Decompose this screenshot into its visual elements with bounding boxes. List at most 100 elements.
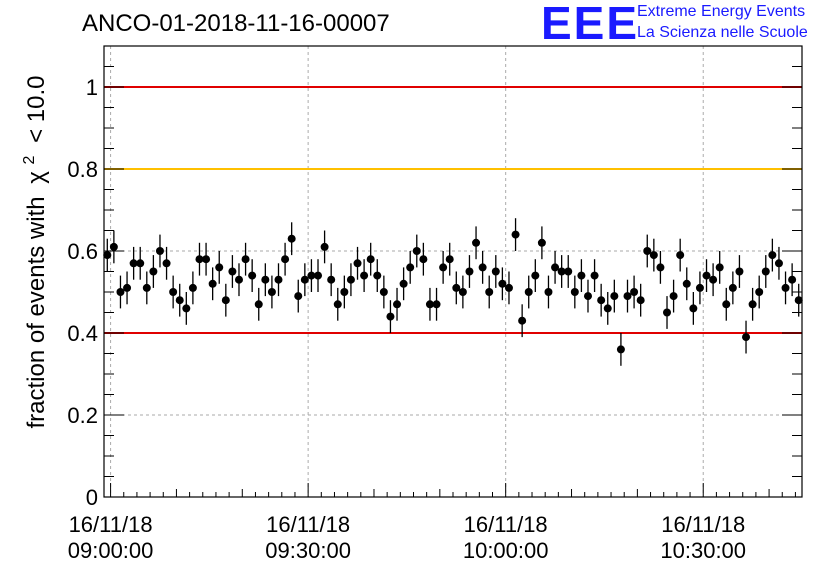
y-tick-label: 0 — [86, 485, 98, 510]
data-point — [419, 242, 428, 276]
data-point — [788, 263, 797, 297]
data-point — [551, 251, 560, 284]
data-marker — [643, 247, 652, 255]
data-point — [616, 333, 625, 366]
data-point — [274, 263, 283, 297]
data-marker — [129, 259, 138, 268]
data-marker — [748, 300, 757, 309]
data-marker — [419, 255, 428, 264]
data-point — [353, 246, 362, 280]
data-point — [669, 279, 678, 313]
data-marker — [327, 275, 336, 284]
eee-logo: EEE — [541, 0, 640, 49]
data-marker — [274, 275, 283, 284]
data-point — [518, 304, 527, 338]
data-point — [116, 275, 125, 309]
data-marker — [781, 283, 790, 292]
x-tick-label-date: 16/11/18 — [464, 512, 548, 537]
data-point — [267, 275, 276, 309]
data-point — [241, 242, 250, 276]
data-point — [761, 255, 770, 288]
data-marker — [689, 304, 698, 313]
data-point — [676, 238, 685, 272]
y-axis-label: fraction of events with χ 2 < 10.0 — [13, 75, 50, 428]
x-tick-label-time: 10:30:00 — [660, 538, 746, 563]
data-marker — [722, 300, 731, 309]
data-marker — [695, 283, 704, 292]
data-marker — [458, 288, 467, 296]
data-marker — [208, 279, 217, 288]
axis-ticks: 00.20.40.60.8116/11/1809:00:0016/11/1809… — [67, 45, 802, 563]
data-marker — [248, 271, 257, 280]
data-point — [254, 287, 263, 321]
data-marker — [656, 263, 665, 272]
data-marker — [353, 259, 362, 268]
data-point — [129, 246, 138, 280]
data-marker — [663, 308, 672, 317]
data-point — [215, 251, 224, 284]
data-point — [175, 283, 184, 317]
data-marker — [307, 271, 316, 280]
data-point — [649, 238, 658, 272]
data-point — [590, 259, 599, 292]
data-point — [162, 246, 171, 280]
x-tick-label-date: 16/11/18 — [266, 512, 350, 537]
data-point — [333, 287, 342, 321]
data-marker — [570, 288, 579, 296]
reference-lines — [104, 86, 802, 334]
data-point — [491, 255, 500, 288]
data-marker — [794, 296, 803, 305]
data-point — [636, 283, 645, 317]
y-axis-label-prefix: fraction of events with — [23, 196, 50, 428]
data-point — [202, 242, 211, 276]
data-marker — [175, 296, 184, 305]
data-point — [682, 267, 691, 301]
data-point — [603, 292, 612, 325]
data-point — [103, 238, 112, 272]
data-point — [399, 267, 408, 301]
data-point — [768, 238, 777, 272]
data-marker — [557, 267, 566, 276]
data-marker — [465, 267, 474, 276]
data-marker — [320, 242, 329, 251]
data-point — [570, 275, 579, 309]
data-point — [320, 230, 329, 264]
data-point — [379, 275, 388, 309]
data-marker — [682, 279, 691, 288]
plot-frame — [103, 45, 803, 498]
data-point — [425, 287, 434, 321]
data-point — [583, 279, 592, 313]
data-marker — [254, 300, 263, 309]
data-marker — [636, 296, 645, 305]
data-point — [623, 279, 632, 313]
data-marker — [445, 255, 454, 264]
data-marker — [261, 275, 270, 284]
data-point — [393, 287, 402, 321]
data-marker — [195, 255, 204, 264]
data-point — [524, 275, 533, 309]
data-point — [195, 242, 204, 276]
data-point — [346, 263, 355, 297]
data-point — [742, 320, 751, 354]
data-marker — [241, 255, 250, 264]
data-point — [728, 271, 737, 305]
data-point — [722, 287, 731, 321]
data-marker — [162, 259, 171, 268]
data-marker — [399, 279, 408, 288]
y-tick-label: 1 — [86, 75, 98, 100]
data-point — [221, 283, 230, 317]
data-point — [169, 275, 178, 309]
data-marker — [103, 251, 112, 260]
data-marker — [373, 271, 382, 280]
data-point — [123, 271, 132, 305]
data-marker — [188, 283, 197, 292]
data-point — [340, 275, 349, 309]
data-marker — [281, 255, 290, 264]
data-marker — [360, 271, 369, 280]
data-point — [452, 271, 461, 305]
data-marker — [412, 247, 421, 255]
data-point — [458, 275, 467, 309]
data-marker — [583, 292, 592, 301]
data-marker — [393, 300, 402, 309]
data-marker — [491, 267, 500, 276]
